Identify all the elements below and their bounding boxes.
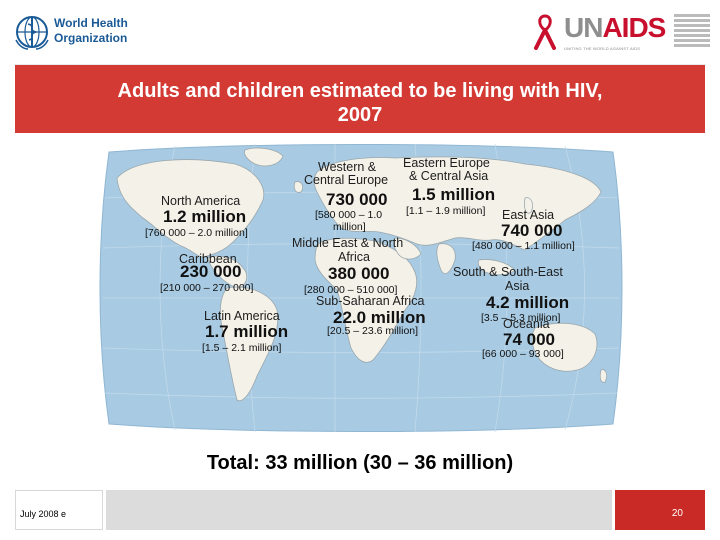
oceania-value: 74 000	[503, 330, 555, 349]
eastern-europe-central-asia-value: 1.5 million	[412, 185, 496, 204]
caribbean-value: 230 000	[180, 262, 242, 281]
land-japan	[524, 197, 533, 214]
south-southeast-asia-name-line1: South & South-East	[453, 265, 563, 279]
unaids-tagline: UNITING THE WORLD AGAINST AIDS	[564, 46, 641, 51]
land-australia	[531, 322, 598, 372]
land-british-isles	[293, 181, 303, 193]
footer-date: July 2008 e	[15, 490, 103, 530]
page-number: 20	[671, 508, 683, 519]
title-banner: Adults and children estimated to be livi…	[15, 64, 705, 133]
slide-title: Adults and children estimated to be livi…	[15, 79, 705, 127]
land-greenland	[244, 147, 284, 167]
who-wordmark: World Health Organization	[54, 16, 128, 46]
land-new-zealand	[599, 369, 608, 383]
east-asia-value: 740 000	[501, 221, 563, 240]
land-southeast-asia	[477, 259, 516, 276]
who-line1: World Health	[54, 16, 128, 30]
unaids-logo: UNAIDS UNITING THE WORLD AGAINST AIDS	[532, 12, 712, 56]
slide-title-line1: Adults and children estimated to be livi…	[117, 80, 603, 102]
latin-america-name: Latin America	[204, 309, 280, 323]
eastern-europe-central-asia-name-line1: Eastern Europe	[403, 156, 490, 170]
western-central-europe-range-line1: [580 000 – 1.0	[315, 209, 383, 221]
who-logo: World Health Organization	[14, 10, 154, 54]
north-america-range: [760 000 – 2.0 million]	[145, 227, 248, 239]
sub-saharan-africa-range: [20.5 – 23.6 million]	[327, 325, 419, 337]
east-asia-range: [480 000 – 1.1 million]	[472, 240, 575, 252]
east-asia-name: East Asia	[502, 208, 555, 222]
unaids-cosponsors-decoration	[674, 14, 710, 54]
land-arabia	[393, 237, 422, 260]
caribbean-name: Caribbean	[179, 252, 237, 266]
south-southeast-asia-value: 4.2 million	[486, 293, 570, 312]
oceania-range: [66 000 – 93 000]	[482, 348, 564, 360]
western-central-europe-name-line1: Western &	[318, 160, 377, 174]
total-estimate: Total: 33 million (30 – 36 million)	[206, 452, 514, 474]
who-emblem-icon	[15, 16, 49, 50]
slide-title-line2: 2007	[337, 104, 383, 126]
middle-east-north-africa-value: 380 000	[328, 264, 390, 283]
land-india	[436, 243, 456, 274]
middle-east-north-africa-name-line1: Middle East & North	[292, 236, 404, 250]
footer-bar	[106, 490, 612, 530]
land-africa	[314, 237, 418, 363]
land-central-america	[206, 255, 248, 289]
red-ribbon-icon	[534, 14, 556, 50]
eastern-europe-central-asia-name-line2: & Central Asia	[409, 169, 489, 183]
world-map	[99, 143, 623, 433]
land-north-america	[116, 159, 265, 258]
oceania-name: Oceania	[503, 317, 550, 331]
latin-america-value: 1.7 million	[205, 322, 289, 341]
sub-saharan-africa-value: 22.0 million	[333, 308, 426, 327]
eastern-europe-central-asia-range: [1.1 – 1.9 million]	[406, 205, 486, 217]
slide-footer: July 2008 e 20	[0, 490, 720, 530]
page-number-box: 20	[615, 490, 705, 530]
south-southeast-asia-name-line2: Asia	[505, 279, 530, 293]
sub-saharan-africa-name: Sub-Saharan Africa	[316, 294, 425, 308]
land-south-america	[219, 286, 279, 402]
middle-east-north-africa-range: [280 000 – 510 000]	[304, 284, 398, 296]
land-eurasia	[313, 156, 602, 251]
map-land	[116, 147, 608, 402]
western-central-europe-value: 730 000	[326, 190, 388, 209]
north-america-value: 1.2 million	[163, 207, 247, 226]
who-line2: Organization	[54, 31, 128, 45]
caribbean-range: [210 000 – 270 000]	[160, 282, 254, 294]
south-southeast-asia-range: [3.5 – 5.3 million]	[481, 312, 561, 324]
western-central-europe-name-line2: Central Europe	[304, 173, 389, 187]
north-america-name: North America	[161, 194, 241, 208]
unaids-wordmark: UNAIDS	[564, 12, 666, 43]
western-central-europe-range-line2: million]	[333, 221, 366, 233]
latin-america-range: [1.5 – 2.1 million]	[202, 342, 282, 354]
middle-east-north-africa-name-line2: Africa	[338, 250, 370, 264]
